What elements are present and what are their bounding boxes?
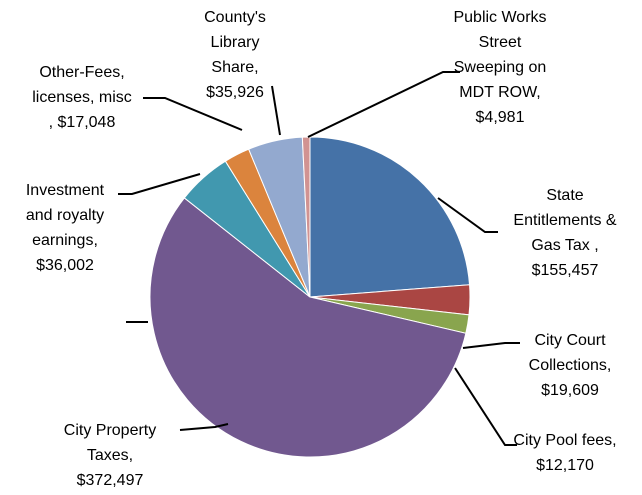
leader-lines	[118, 71, 520, 446]
category-label: Public Works Street Sweeping on MDT ROW,	[453, 9, 547, 101]
slice-label: State Entitlements & Gas Tax , $155,457	[511, 183, 619, 283]
leader-line	[118, 173, 201, 195]
value-label: $19,609	[541, 382, 599, 399]
slice-label: City Property Taxes, $372,497	[50, 418, 170, 493]
leader-line	[271, 85, 281, 136]
leader-line	[462, 342, 520, 349]
slice	[309, 136, 471, 298]
value-label: $36,002	[36, 257, 94, 274]
value-label: $4,981	[475, 109, 525, 126]
category-label: City Property Taxes,	[63, 422, 157, 464]
category-label: County's Library Share,	[204, 9, 266, 76]
slice-label: Investment and royalty earnings, $36,002	[13, 178, 118, 278]
leader-line	[143, 97, 243, 131]
category-label: City Court Collections,	[528, 332, 612, 374]
slice	[149, 197, 467, 458]
value-label: , $17,048	[48, 114, 116, 131]
value-label: $12,170	[536, 457, 594, 474]
slice-label: City Court Collections, $19,609	[515, 328, 625, 403]
value-label: $372,497	[76, 472, 144, 489]
leader-line	[179, 423, 229, 431]
slice-label: County's Library Share, $35,926	[195, 5, 275, 105]
category-label: City Pool fees,	[513, 432, 617, 449]
slice-label: City Pool fees, $12,170	[500, 428, 630, 478]
slice-label: Public Works Street Sweeping on MDT ROW,…	[448, 5, 553, 130]
category-label: Other-Fees, licenses, misc	[32, 64, 132, 106]
leader-line	[307, 71, 460, 138]
value-label: $35,926	[206, 84, 264, 101]
value-label: $155,457	[531, 262, 599, 279]
slices	[149, 136, 471, 458]
category-label: Investment and royalty earnings,	[25, 182, 105, 249]
leader-line	[454, 367, 517, 446]
slice-label: Other-Fees, licenses, misc , $17,048	[17, 60, 147, 135]
leader-line	[437, 197, 498, 233]
category-label: State Entitlements & Gas Tax ,	[513, 187, 617, 254]
